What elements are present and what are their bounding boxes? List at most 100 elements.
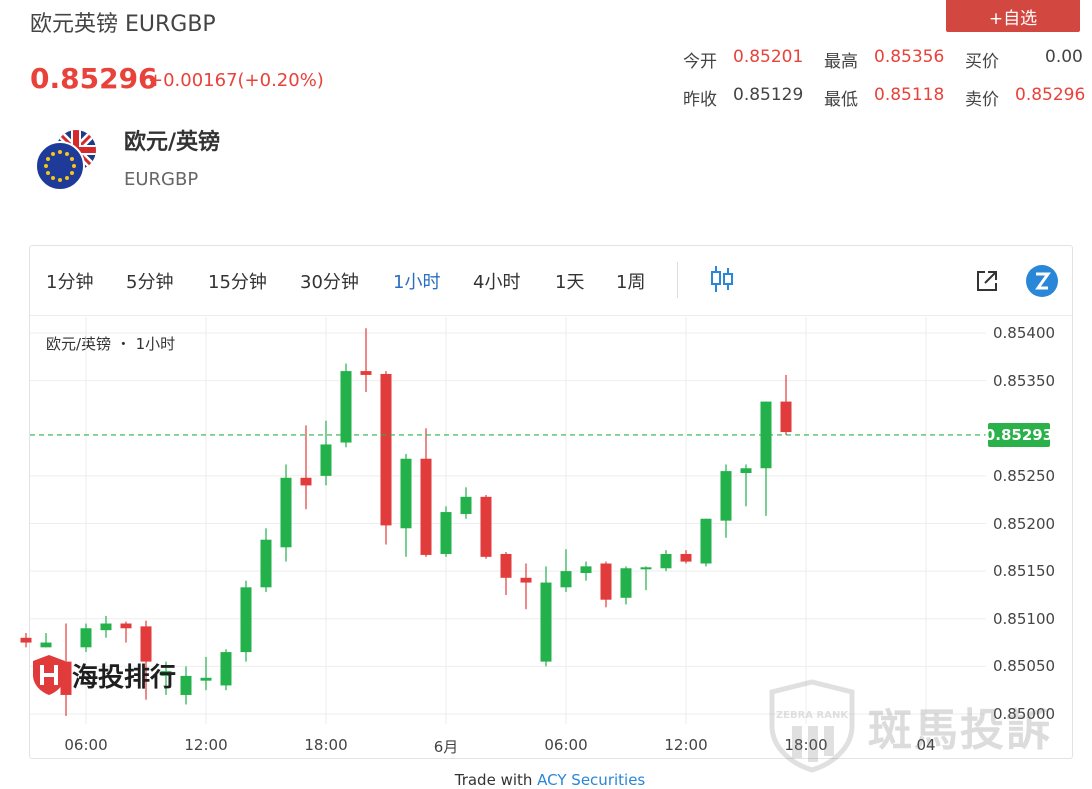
high-label: 最高 (824, 52, 858, 72)
zebra-shield-icon: ZEBRA RANK (769, 679, 855, 773)
tab-4hour[interactable]: 4小时 (473, 272, 521, 293)
haitou-watermark: 海投排行 (30, 652, 176, 698)
candle-body (700, 518, 712, 564)
eu-uk-flag-icon (34, 128, 98, 192)
candle-body (140, 626, 152, 662)
tab-1min[interactable]: 1分钟 (46, 272, 94, 293)
bid-value: 0.00 (1045, 47, 1083, 67)
candle-body (180, 675, 192, 695)
candle-body (460, 496, 472, 514)
candle-body (300, 477, 312, 486)
price-change: +0.00167(+0.20%) (148, 70, 324, 91)
candle-body (100, 623, 112, 631)
current-price: 0.85296 (30, 62, 158, 95)
y-tick-label: 0.85150 (993, 562, 1056, 581)
haitou-shield-icon (33, 655, 65, 695)
footer-prefix: Trade with (454, 771, 538, 789)
tab-5min[interactable]: 5分钟 (126, 272, 174, 293)
open-label: 今开 (683, 52, 717, 72)
y-tick-label: 0.85100 (993, 609, 1056, 628)
y-tick-label: 0.85250 (993, 466, 1056, 485)
ask-label: 卖价 (965, 90, 999, 110)
candle-body (680, 553, 692, 562)
candle-body (560, 571, 572, 588)
zebra-watermark-text: 斑馬投訴 (868, 705, 1052, 756)
candle-body (220, 652, 232, 686)
candle-body (740, 468, 752, 474)
footer-credit: Trade with ACY Securities (0, 771, 1092, 789)
y-tick-label: 0.85000 (993, 705, 1056, 723)
candle-body (540, 582, 552, 662)
candle-body (80, 628, 92, 648)
candle-body (40, 642, 52, 648)
x-tick-label: 12:00 (184, 736, 228, 754)
x-tick-label: 04 (916, 736, 936, 754)
candle-body (240, 587, 252, 653)
candle-body (760, 401, 772, 469)
candle-body (480, 496, 492, 557)
x-tick-label: 6月 (433, 738, 459, 756)
pair-code: EURGBP (124, 169, 199, 190)
popout-icon[interactable] (974, 268, 1000, 294)
chart-panel (29, 245, 1073, 759)
y-tick-label: 0.85200 (993, 514, 1056, 533)
x-tick-label: 18:00 (784, 736, 828, 754)
open-value: 0.85201 (733, 47, 804, 67)
x-tick-label: 06:00 (64, 736, 108, 754)
zebra-watermark: ZEBRA RANK 斑馬投訴 (766, 678, 1052, 774)
prev-close-value: 0.85129 (733, 85, 804, 105)
zebra-badge-text: ZEBRA RANK (776, 710, 849, 721)
candle-body (500, 553, 512, 578)
x-tick-label: 18:00 (304, 736, 348, 754)
bid-label: 买价 (965, 52, 999, 72)
candle-body (780, 401, 792, 433)
candle-body (60, 661, 72, 695)
x-tick-label: 12:00 (664, 736, 708, 754)
candle-body (400, 458, 412, 529)
add-watchlist-button[interactable]: +自选 (946, 0, 1080, 32)
tab-1hour[interactable]: 1小时 (393, 272, 441, 293)
current-price-label: 0.85293 (985, 422, 1053, 447)
candle-body (120, 623, 132, 629)
candle-body (380, 373, 392, 526)
chart-legend: 欧元/英镑 ・ 1小时 (46, 335, 176, 353)
low-value: 0.85118 (874, 85, 945, 105)
candle-body (580, 566, 592, 574)
candle-body (20, 637, 32, 643)
candlestick-icon[interactable] (708, 264, 736, 294)
candle-body (260, 539, 272, 588)
candle-body (340, 371, 352, 443)
candle-body (200, 677, 212, 681)
pair-name: 欧元/英镑 (124, 130, 221, 155)
tab-1day[interactable]: 1天 (555, 272, 585, 293)
toolbar-divider (677, 262, 678, 298)
candle-body (160, 671, 172, 676)
tab-1week[interactable]: 1周 (616, 272, 646, 293)
candle-body (520, 577, 532, 583)
tradingview-logo-icon[interactable] (1026, 265, 1058, 297)
candle-body (320, 444, 332, 476)
y-tick-label: 0.85350 (993, 371, 1056, 390)
prev-close-label: 昨收 (683, 90, 717, 110)
candle-body (600, 563, 612, 600)
candle-body (420, 458, 432, 555)
candle-body (440, 512, 452, 554)
high-value: 0.85356 (874, 47, 945, 67)
y-tick-label: 0.85050 (993, 657, 1056, 676)
candle-body (640, 567, 652, 570)
candle-body (720, 471, 732, 521)
candle-body (660, 553, 672, 569)
tab-15min[interactable]: 15分钟 (208, 272, 267, 293)
low-label: 最低 (824, 90, 858, 110)
candle-body (620, 568, 632, 598)
page-title: 欧元英镑 EURGBP (30, 12, 216, 37)
y-tick-label: 0.85400 (993, 324, 1056, 342)
candle-body (280, 477, 292, 548)
haitou-watermark-text: 海投排行 (72, 662, 177, 693)
candle-body (360, 371, 372, 375)
acy-link[interactable]: ACY Securities (537, 771, 646, 789)
x-tick-label: 06:00 (544, 736, 588, 754)
chart-toolbar (30, 246, 1072, 316)
tab-30min[interactable]: 30分钟 (300, 272, 359, 293)
